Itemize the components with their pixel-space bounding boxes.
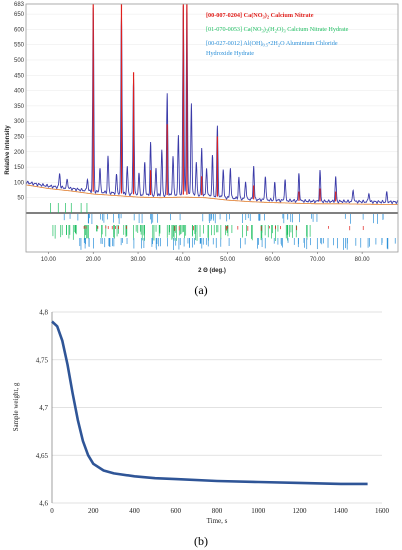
weight-y-tick-label: 4,75 bbox=[36, 356, 49, 364]
xrd-y-tick-label: 650 bbox=[14, 12, 25, 18]
xrd-y-tick-label: 683 bbox=[14, 2, 25, 8]
xrd-y-tick-label: 200 bbox=[14, 150, 25, 156]
xrd-x-tick-label: 10.00 bbox=[41, 257, 57, 263]
xrd-y-tick-label: 550 bbox=[14, 43, 25, 49]
xrd-x-tick-label: 50.00 bbox=[220, 257, 236, 263]
xrd-observed-series bbox=[25, 3, 399, 205]
weight-chart: 4,6 4,65 4,7 4,75 4,8 0 200 400 600 800 1000 1200 1… bbox=[12, 309, 390, 526]
legend-aluminium-chloride: [00-027-0012] Al(OH)0.5•2H2O Aluminium C… bbox=[206, 40, 338, 48]
weight-x-tick-label: 1600 bbox=[375, 507, 390, 515]
weight-y-tick-label: 4,65 bbox=[36, 452, 49, 460]
xrd-y-ticks: 50 100 150 200 250 300 350 400 450 500 550 600 650 68… bbox=[14, 2, 25, 202]
xrd-x-tick-label: 80.00 bbox=[355, 257, 371, 263]
legend-calcium-nitrate: [00-007-0204] Ca(NO3)2 Calcium Nitrate bbox=[206, 12, 314, 20]
xrd-x-tick-label: 60.00 bbox=[265, 257, 281, 263]
weight-x-tick-label: 400 bbox=[129, 507, 140, 515]
weight-x-tick-label: 1400 bbox=[334, 507, 349, 515]
weight-y-ticks: 4,6 4,65 4,7 4,75 4,8 bbox=[36, 309, 49, 508]
weight-x-ticks: 0 200 400 600 800 1000 1200 1400 1600 bbox=[50, 507, 389, 515]
xrd-y-tick-label: 450 bbox=[14, 73, 25, 79]
weight-x-tick-label: 800 bbox=[212, 507, 223, 515]
weight-x-tick-label: 1200 bbox=[293, 507, 308, 515]
xrd-y-tick-label: 100 bbox=[14, 180, 25, 186]
weight-y-tick-label: 4,8 bbox=[39, 309, 48, 317]
xrd-x-tick-label: 30.00 bbox=[131, 257, 147, 263]
xrd-y-axis-label: Relative intensity bbox=[5, 125, 11, 175]
xrd-x-tick-label: 40.00 bbox=[175, 257, 191, 263]
weight-x-tick-label: 1000 bbox=[251, 507, 266, 515]
weight-y-axis-label: Sample weight, g bbox=[12, 382, 20, 431]
xrd-y-tick-label: 150 bbox=[14, 165, 25, 171]
xrd-frame bbox=[25, 3, 399, 253]
xrd-y-tick-label: 500 bbox=[14, 58, 25, 64]
xrd-y-tick-label: 350 bbox=[14, 104, 25, 110]
caption-b: (b) bbox=[194, 534, 208, 548]
xrd-x-ticks: 10.00 20.00 30.00 40.00 50.00 60.00 70.00 80.00 bbox=[41, 252, 370, 263]
xrd-x-axis-label: 2 Θ (deg.) bbox=[198, 268, 226, 274]
weight-x-axis-label: Time, s bbox=[207, 517, 228, 525]
xrd-y-tick-label: 600 bbox=[14, 27, 25, 33]
xrd-x-tick-label: 20.00 bbox=[86, 257, 102, 263]
xrd-stick-patterns bbox=[50, 203, 396, 250]
xrd-plot-area bbox=[26, 4, 398, 252]
weight-gridlines bbox=[52, 311, 382, 504]
weight-x-tick-label: 200 bbox=[88, 507, 99, 515]
weight-y-tick-label: 4,6 bbox=[39, 500, 48, 508]
xrd-background-line bbox=[25, 184, 398, 205]
xrd-y-tick-label: 50 bbox=[17, 196, 24, 202]
xrd-y-tick-label: 250 bbox=[14, 134, 25, 140]
legend-aluminium-chloride-line2: Hydroxide Hydrate bbox=[206, 50, 254, 57]
xrd-y-tick-label: 400 bbox=[14, 89, 25, 95]
weight-x-tick-label: 600 bbox=[171, 507, 182, 515]
xrd-legend: [00-007-0204] Ca(NO3)2 Calcium Nitrate [… bbox=[206, 12, 349, 57]
xrd-reference-peaks bbox=[92, 4, 337, 202]
weight-series-line bbox=[51, 320, 368, 486]
legend-calcium-nitrate-hydrate: [01-070-0053] Ca(NO3)2(H2O)3 Calcium Nit… bbox=[206, 26, 349, 34]
caption-a: (a) bbox=[194, 283, 208, 297]
weight-y-tick-label: 4,7 bbox=[39, 404, 48, 412]
xrd-observed-line bbox=[25, 3, 399, 205]
xrd-chart: 50 100 150 200 250 300 350 400 450 500 550 600 650 68… bbox=[5, 2, 399, 274]
xrd-x-tick-label: 70.00 bbox=[310, 257, 326, 263]
xrd-y-tick-label: 300 bbox=[14, 119, 25, 125]
weight-x-tick-label: 0 bbox=[50, 507, 54, 515]
